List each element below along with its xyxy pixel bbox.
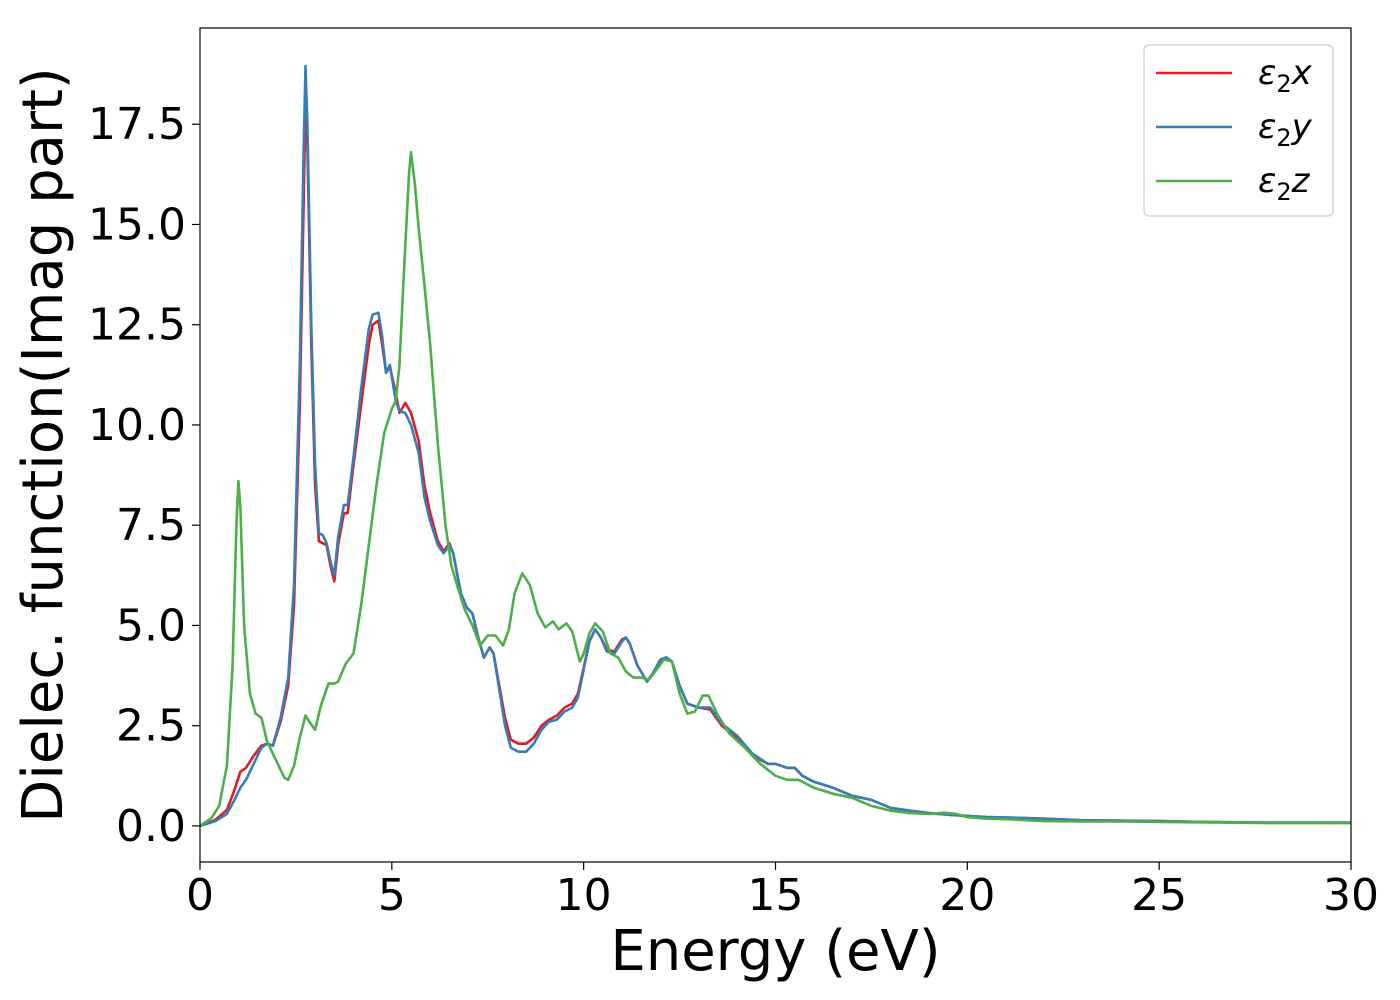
x-tick-label: 30 — [1323, 870, 1379, 921]
y-tick-label: 5.0 — [116, 600, 186, 651]
legend-label-y: ε2y — [1258, 107, 1313, 152]
x-tick-label: 0 — [186, 870, 214, 921]
x-tick-label: 25 — [1131, 870, 1187, 921]
x-tick-label: 15 — [748, 870, 804, 921]
x-axis-ticks: 0 5 10 15 20 25 30 — [186, 862, 1379, 921]
y-axis-ticks: 0.0 2.5 5.0 7.5 10.0 12.5 15.0 17.5 — [88, 99, 200, 852]
series-layer — [199, 64, 1351, 828]
series-line-y — [199, 64, 1351, 828]
legend-label-z: ε2z — [1258, 161, 1311, 206]
y-tick-label: 17.5 — [88, 99, 186, 150]
y-tick-label: 12.5 — [88, 300, 186, 351]
legend: ε2x ε2y ε2z — [1143, 44, 1334, 217]
legend-box — [1143, 44, 1334, 217]
y-tick-label: 7.5 — [116, 500, 186, 551]
x-axis-label: Energy (eV) — [610, 919, 940, 984]
y-axis-label: Dielec. function(Imag part) — [11, 67, 76, 823]
y-tick-label: 15.0 — [88, 199, 186, 250]
y-tick-label: 2.5 — [116, 701, 186, 752]
x-tick-label: 5 — [378, 870, 406, 921]
series-line-z — [199, 151, 1351, 827]
y-tick-label: 10.0 — [88, 400, 186, 451]
legend-label-x: ε2x — [1258, 53, 1313, 98]
x-tick-label: 20 — [939, 870, 995, 921]
y-tick-label: 0.0 — [116, 801, 186, 852]
x-tick-label: 10 — [556, 870, 612, 921]
